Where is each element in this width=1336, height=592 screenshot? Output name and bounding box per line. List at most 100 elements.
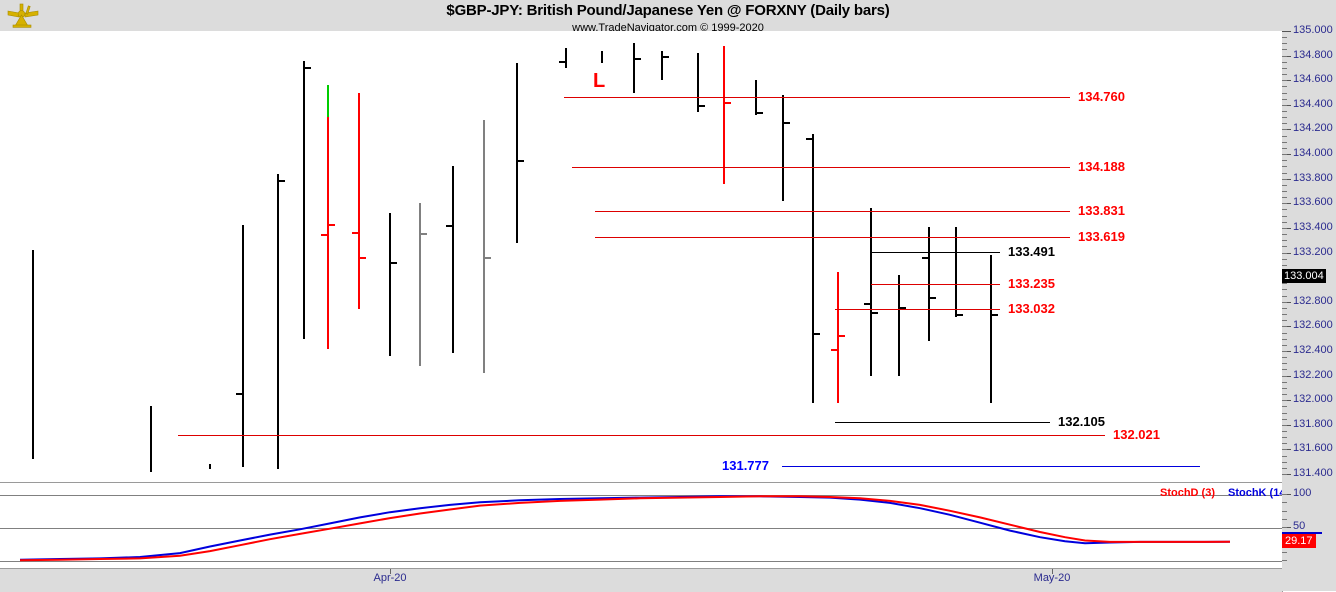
price-axis-minor-tick (1282, 283, 1287, 285)
price-axis-label: 132.200 (1293, 368, 1333, 381)
price-axis-minor-tick (1282, 406, 1287, 408)
ohlc-bar (327, 85, 329, 349)
price-axis-minor-tick (1282, 400, 1287, 402)
price-level-line (178, 435, 1105, 436)
price-level-line (871, 284, 1000, 285)
price-axis-minor-tick (1282, 443, 1287, 445)
stoch-gridline-0 (0, 561, 1282, 562)
price-axis-minor-tick (1282, 455, 1287, 457)
price-axis-label: 133.200 (1293, 245, 1333, 258)
price-axis-minor-tick (1282, 381, 1287, 383)
ohlc-close-tick (279, 179, 285, 182)
price-axis-minor-tick (1282, 338, 1287, 340)
price-axis-minor-tick (1282, 160, 1287, 162)
axis-footer (1282, 568, 1336, 591)
ohlc-close-tick (930, 296, 936, 299)
price-axis-minor-tick (1282, 320, 1287, 322)
stoch-axis-minor-tick (1282, 502, 1287, 504)
ohlc-bar (303, 60, 305, 339)
price-axis-minor-tick (1282, 209, 1287, 211)
ohlc-open-tick (806, 138, 812, 141)
stochastic-curves (19, 495, 1231, 562)
price-axis-minor-tick (1282, 154, 1287, 156)
stoch-k-marker (1282, 531, 1322, 534)
ohlc-bar (782, 95, 784, 201)
stoch-axis-minor-tick (1282, 551, 1287, 553)
ohlc-close-tick (329, 224, 335, 227)
price-axis-minor-tick (1282, 369, 1287, 371)
ohlc-bar (601, 50, 603, 63)
price-axis-label: 131.800 (1293, 417, 1333, 430)
price-axis-minor-tick (1282, 307, 1287, 309)
price-axis-label: 133.600 (1293, 196, 1333, 209)
stoch-gridline-100 (0, 495, 1282, 496)
price-axis-label: 134.200 (1293, 122, 1333, 135)
price-axis-minor-tick (1282, 289, 1287, 291)
ohlc-close-tick (900, 306, 906, 309)
price-axis-label: 132.800 (1293, 294, 1333, 307)
price-axis-minor-tick (1282, 147, 1287, 149)
price-axis-minor-tick (1282, 74, 1287, 76)
ohlc-bar (516, 63, 518, 243)
price-axis-label: 134.000 (1293, 147, 1333, 160)
price-axis-minor-tick (1282, 412, 1287, 414)
date-axis-tick (390, 569, 391, 574)
stoch-gridline-50 (0, 528, 1282, 529)
price-level-label: 133.831 (1078, 203, 1125, 218)
date-axis-pane: Apr-20 May-20 (0, 568, 1283, 592)
price-axis-minor-tick (1282, 264, 1287, 266)
price-axis-minor-tick (1282, 227, 1287, 229)
ohlc-bar (661, 50, 663, 81)
date-axis-tick (1052, 569, 1053, 574)
stochastic-pane[interactable]: StochD (3) StochK (14,3) (0, 482, 1298, 569)
ohlc-close-tick (757, 112, 763, 115)
price-pane[interactable]: 134.760 134.188 133.831 133.619 133.491 133.2… (0, 31, 1283, 508)
price-axis-minor-tick (1282, 387, 1287, 389)
price-axis-label: 134.800 (1293, 48, 1333, 61)
ohlc-bar (209, 464, 211, 470)
ohlc-close-tick (872, 311, 878, 314)
ohlc-open-tick (559, 60, 565, 63)
ohlc-open-tick (864, 303, 870, 305)
ohlc-close-tick (391, 262, 397, 265)
ohlc-close-tick (699, 104, 705, 107)
price-axis-minor-tick (1282, 363, 1287, 365)
price-axis-minor-tick (1282, 55, 1287, 57)
price-axis-minor-tick (1282, 424, 1287, 426)
price-axis-minor-tick (1282, 467, 1287, 469)
ohlc-bar (870, 208, 872, 376)
price-axis-label: 133.400 (1293, 220, 1333, 233)
ohlc-open-tick (446, 225, 452, 228)
stoch-axis-minor-tick (1282, 494, 1287, 495)
ohlc-bar (327, 85, 329, 118)
price-axis-minor-tick (1282, 394, 1287, 396)
price-level-label: 133.032 (1008, 301, 1055, 316)
price-axis-minor-tick (1282, 111, 1287, 112)
price-level-label: 132.021 (1113, 427, 1160, 442)
ohlc-open-tick (922, 257, 928, 260)
ohlc-close-tick (421, 232, 427, 235)
price-level-label: 134.188 (1078, 159, 1125, 174)
price-axis-minor-tick (1282, 301, 1287, 303)
ohlc-bar (955, 226, 957, 317)
ohlc-bar (898, 274, 900, 376)
price-axis-minor-tick (1282, 197, 1287, 199)
price-axis-minor-tick (1282, 357, 1287, 359)
price-axis-minor-tick (1282, 215, 1287, 217)
stoch-axis-label: 100 (1293, 487, 1312, 499)
price-axis-minor-tick (1282, 135, 1287, 137)
price-axis-minor-tick (1282, 314, 1287, 316)
ohlc-bar (723, 45, 725, 184)
date-axis-label: Apr-20 (373, 572, 407, 584)
ohlc-bar (452, 166, 454, 354)
price-axis-minor-tick (1282, 332, 1287, 334)
price-axis-minor-tick (1282, 98, 1287, 100)
price-axis-minor-tick (1282, 61, 1287, 63)
price-axis-minor-tick (1282, 461, 1287, 463)
ohlc-bar (928, 226, 930, 342)
price-axis-minor-tick (1282, 117, 1287, 119)
price-level-line (595, 211, 1070, 212)
price-axis[interactable]: 135.000 134.800 134.600 134.400 134.200 134.0… (1282, 24, 1336, 568)
price-axis-minor-tick (1282, 86, 1287, 88)
ohlc-bar (990, 255, 992, 403)
